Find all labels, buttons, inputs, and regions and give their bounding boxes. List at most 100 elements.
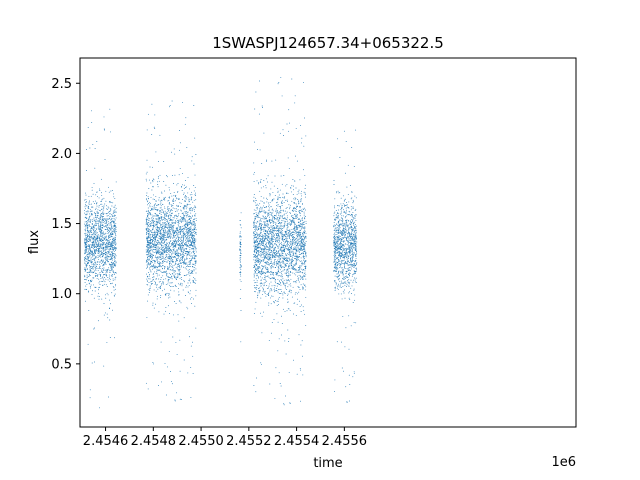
data-point bbox=[185, 231, 187, 233]
data-point bbox=[158, 266, 160, 267]
data-point bbox=[186, 206, 188, 208]
data-point bbox=[160, 224, 162, 226]
data-point bbox=[156, 235, 157, 237]
data-point bbox=[156, 209, 158, 211]
data-point bbox=[185, 212, 187, 214]
data-point bbox=[167, 215, 169, 217]
data-point bbox=[177, 265, 179, 267]
data-point bbox=[84, 229, 86, 231]
data-point bbox=[167, 283, 169, 285]
data-point bbox=[175, 276, 177, 278]
data-point bbox=[97, 238, 99, 240]
data-point bbox=[114, 254, 116, 256]
data-point bbox=[89, 216, 91, 218]
data-point bbox=[153, 238, 155, 240]
data-point bbox=[173, 242, 175, 244]
data-point bbox=[169, 277, 171, 279]
data-point bbox=[85, 230, 87, 232]
data-point bbox=[147, 200, 149, 202]
data-point bbox=[85, 211, 87, 213]
data-point bbox=[112, 231, 114, 233]
data-point bbox=[99, 407, 100, 409]
data-point bbox=[283, 227, 285, 229]
data-point bbox=[277, 204, 279, 206]
data-point bbox=[88, 218, 90, 220]
data-point bbox=[106, 292, 108, 294]
data-point bbox=[180, 255, 182, 257]
data-point bbox=[178, 300, 180, 302]
data-point bbox=[256, 280, 258, 282]
data-point bbox=[170, 241, 171, 243]
data-point bbox=[165, 271, 167, 273]
data-point bbox=[95, 246, 97, 248]
data-point bbox=[270, 303, 272, 305]
data-point bbox=[254, 256, 256, 258]
data-point bbox=[153, 239, 154, 241]
data-point bbox=[240, 288, 242, 290]
data-point bbox=[275, 202, 277, 204]
data-point bbox=[149, 242, 151, 244]
data-point bbox=[161, 249, 163, 251]
data-point bbox=[261, 260, 263, 262]
data-point bbox=[151, 189, 153, 191]
data-point bbox=[300, 193, 302, 195]
data-point bbox=[161, 229, 163, 230]
data-point bbox=[182, 230, 184, 232]
data-point bbox=[157, 231, 159, 233]
data-point bbox=[187, 245, 189, 247]
data-point bbox=[182, 218, 183, 220]
data-point bbox=[277, 205, 279, 207]
data-point bbox=[192, 247, 193, 249]
data-point bbox=[100, 260, 102, 262]
data-point bbox=[287, 234, 289, 236]
data-point bbox=[240, 268, 242, 270]
data-point bbox=[157, 253, 159, 255]
data-point bbox=[108, 234, 110, 236]
data-point bbox=[107, 221, 109, 223]
data-point bbox=[195, 195, 197, 196]
data-point bbox=[113, 196, 115, 198]
data-point bbox=[303, 145, 305, 147]
data-point bbox=[158, 249, 160, 251]
data-point bbox=[93, 236, 95, 238]
data-point bbox=[172, 225, 174, 226]
data-point bbox=[270, 212, 272, 213]
data-point bbox=[110, 258, 112, 260]
data-point bbox=[163, 249, 165, 251]
data-point bbox=[105, 256, 107, 258]
data-point bbox=[91, 246, 93, 248]
data-point bbox=[165, 293, 167, 295]
data-point bbox=[109, 337, 111, 338]
data-point bbox=[259, 241, 261, 243]
data-point bbox=[90, 250, 92, 252]
data-point bbox=[162, 237, 164, 239]
data-point bbox=[85, 235, 87, 237]
data-point bbox=[188, 236, 190, 238]
data-point bbox=[296, 373, 298, 375]
data-point bbox=[257, 276, 259, 278]
data-point bbox=[279, 211, 281, 213]
data-point bbox=[96, 195, 98, 197]
data-point bbox=[110, 234, 112, 235]
data-point bbox=[94, 265, 96, 267]
data-point bbox=[286, 123, 288, 125]
data-point bbox=[104, 229, 106, 230]
data-point bbox=[98, 243, 100, 245]
data-point bbox=[159, 223, 161, 225]
data-point bbox=[106, 220, 107, 222]
data-point bbox=[179, 227, 181, 229]
data-point bbox=[95, 273, 97, 274]
data-point bbox=[161, 241, 163, 243]
data-point bbox=[274, 217, 276, 219]
data-point bbox=[98, 221, 100, 223]
data-point bbox=[173, 222, 175, 224]
data-point bbox=[161, 284, 163, 286]
data-point bbox=[87, 210, 89, 212]
data-point bbox=[295, 282, 297, 284]
data-point bbox=[158, 237, 160, 239]
data-point bbox=[84, 245, 86, 247]
data-point bbox=[99, 210, 101, 212]
data-point bbox=[97, 254, 99, 256]
data-point bbox=[158, 222, 160, 224]
data-point bbox=[276, 285, 278, 287]
